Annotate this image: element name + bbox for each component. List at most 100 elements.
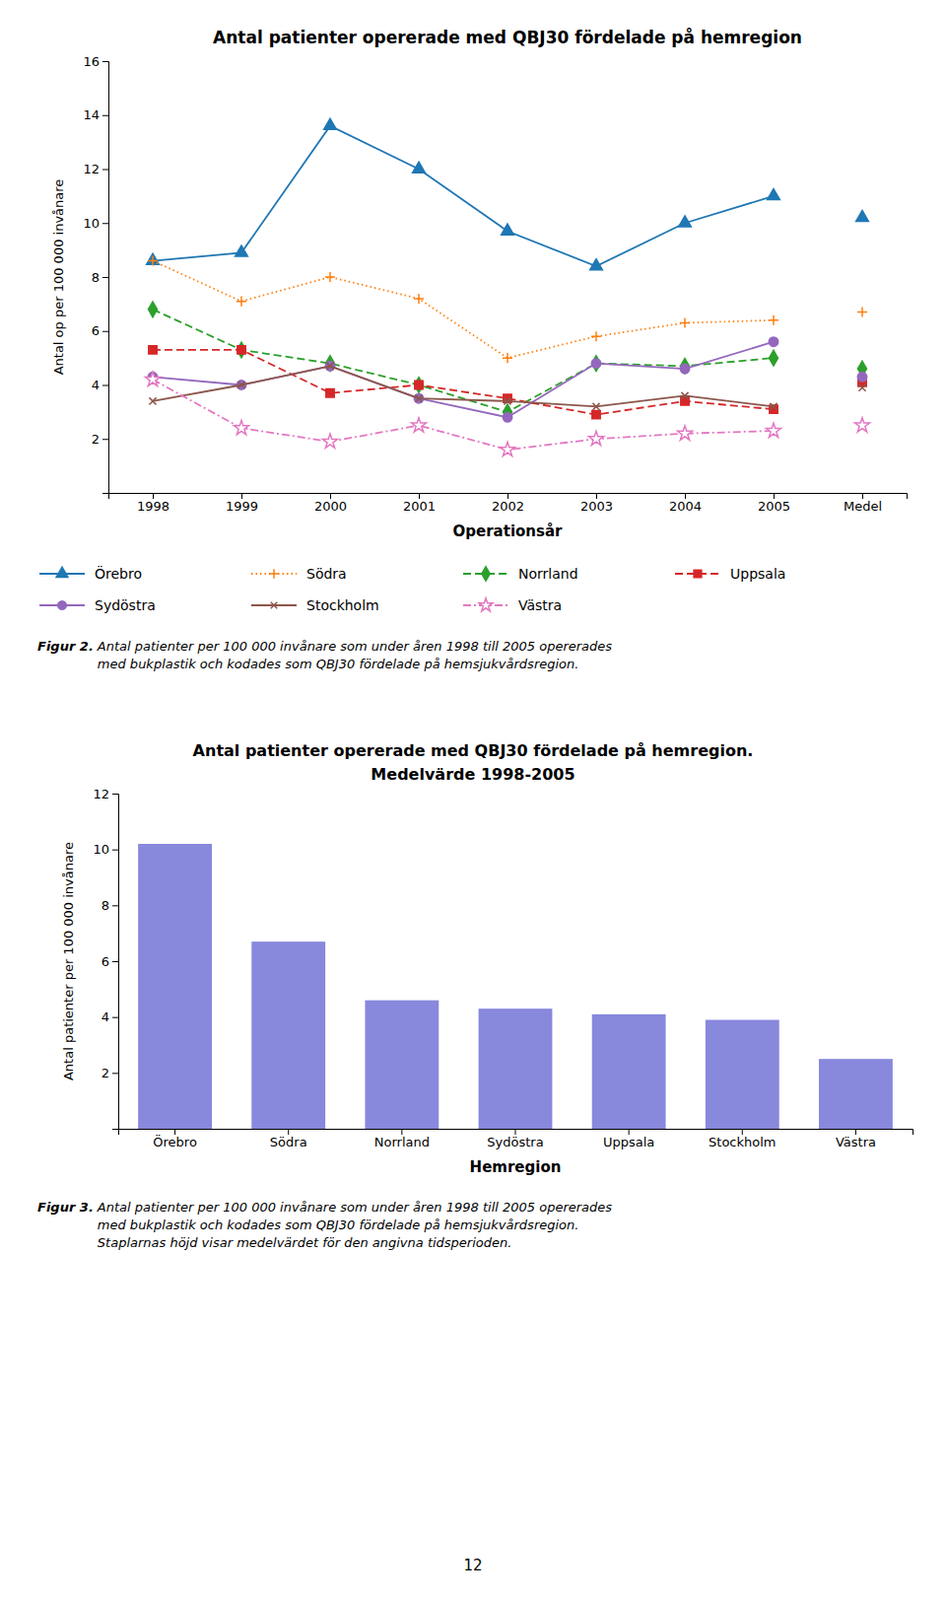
tick-label: 10 [92,841,110,857]
tick-label: Stockholm [708,1134,776,1149]
series-line [152,349,774,415]
caption-line: Antal patienter per 100 000 invånare som… [96,638,612,654]
x-axis: 19981999200020012002200320042005Medel [109,492,908,514]
legend-label: Stockholm [306,597,380,613]
data-point [590,259,604,271]
tick-mark [241,492,243,499]
x-tick: 1999 [225,492,259,514]
tick-mark [112,1072,119,1074]
tick-mark [102,438,109,440]
axis-line [109,493,908,500]
legend-label: Uppsala [730,565,786,582]
data-point [592,409,601,418]
data-point [325,271,336,282]
x-tick: 2002 [491,492,525,514]
tick-mark [112,960,119,962]
y-tick: 4 [91,377,109,393]
legend-entry: Stockholm [251,597,380,613]
tick-label: 1999 [225,498,259,514]
y-tick [102,492,109,494]
tick-mark [596,492,598,499]
line-chart: Antal patienter opererade med QBJ30 förd… [37,26,908,672]
series [147,337,867,422]
series [148,345,867,419]
x-tick: Uppsala [603,1128,655,1149]
series-line [152,379,774,450]
tick-label: Sydöstra [486,1134,543,1149]
legend-label: Norrland [518,565,579,582]
legend: ÖrebroSödraNorrlandUppsalaSydöstraStockh… [39,564,786,613]
y-tick: 12 [92,786,119,802]
data-point [323,358,338,373]
tick-label: 2003 [580,498,613,514]
series [146,118,870,270]
tick-label: Norrland [374,1134,430,1149]
data-point [145,394,160,408]
axis-line [102,62,110,494]
tick-mark [418,492,420,499]
tick-label: 16 [82,54,100,69]
bar-chart: Antal patienter opererade med QBJ30 förd… [37,741,914,1574]
tick-mark [401,1128,403,1135]
x-tick: Medel [843,492,882,514]
data-point [148,345,157,354]
data-point [679,318,690,329]
tick-label: 10 [82,215,100,231]
data-point [237,345,246,354]
data-point [769,349,779,366]
legend-label: Sydöstra [94,597,156,613]
y-tick: 4 [101,1009,119,1024]
data-point [410,417,426,432]
data-point [855,380,870,395]
tick-mark [773,492,775,499]
y-axis-title: Antal op per 100 000 invånare [51,179,67,376]
tick-label: 6 [91,323,100,338]
axis-line [112,794,120,1130]
legend-marker [693,569,702,578]
tick-mark [330,492,332,499]
tick-mark [102,222,109,224]
series [145,358,870,413]
caption-text: Antal patienter per 100 000 invånare som… [96,1199,612,1250]
data-point [326,389,335,398]
x-tick: Västra [835,1128,877,1149]
legend-entry: Västra [463,597,562,613]
caption-line: Staplarnas höjd visar medelvärdet för de… [97,1234,513,1250]
data-point [592,355,602,372]
data-point [765,422,781,437]
bar [137,843,212,1129]
data-point [234,377,249,392]
data-point [324,118,338,130]
tick-label: 4 [101,1009,110,1024]
tick-label: 1998 [136,498,170,514]
tick-mark [102,492,109,494]
legend-entry: Sydöstra [39,597,156,613]
data-point [500,394,515,408]
data-point [857,372,867,382]
legend-marker [56,566,68,577]
tick-mark [684,492,686,499]
tick-label: 2 [101,1065,110,1081]
data-point [413,293,424,304]
tick-label: 8 [91,270,100,285]
x-tick: 2005 [757,492,791,514]
tick-mark [862,492,864,499]
tick-mark [742,1128,744,1135]
y-tick: 8 [91,270,109,285]
bar [705,1019,780,1130]
legend-label: Västra [518,597,562,613]
caption-line: med bukplastik och kodades som QBJ30 för… [97,656,580,672]
data-point [591,331,602,341]
data-point [589,399,604,413]
data-point [414,377,424,394]
tick-label: 2002 [491,498,525,514]
legend-entry: Norrland [463,565,579,582]
tick-label: Uppsala [603,1134,655,1149]
data-point [233,419,249,434]
chart-title: Antal patienter opererade med QBJ30 förd… [193,741,754,760]
tick-label: 12 [92,786,110,802]
data-point [235,245,249,257]
y-tick: 2 [91,431,109,447]
series-line [152,365,774,406]
legend-entry: Örebro [39,564,142,582]
